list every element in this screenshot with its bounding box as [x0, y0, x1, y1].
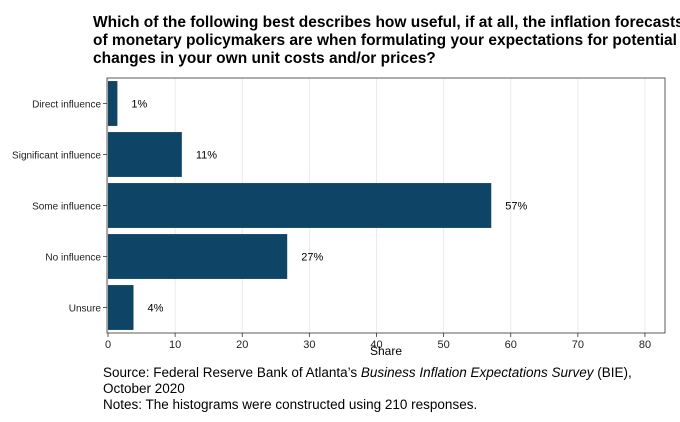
x-tick-label-3: 30 [303, 339, 315, 351]
x-tick-label-8: 80 [639, 339, 651, 351]
category-label-4: Unsure [69, 304, 102, 315]
survey-name: Business Inflation Expectations Survey [360, 365, 594, 380]
x-tick-label-6: 60 [505, 339, 517, 351]
bar-4 [108, 285, 134, 330]
title-line-2: of monetary policymakers are when formul… [93, 32, 677, 49]
category-label-3: No influence [45, 253, 101, 264]
bar-0 [108, 81, 118, 126]
x-tick-label-0: 0 [105, 339, 111, 351]
x-tick-label-1: 10 [169, 339, 181, 351]
source-prefix: Source: Federal Reserve Bank of Atlanta’… [103, 365, 361, 380]
data-label-0: 1% [131, 99, 147, 111]
bar-2 [108, 183, 492, 228]
x-axis-ticks: 0 10 20 30 40 50 60 70 80 [105, 333, 651, 351]
data-label-4: 4% [148, 303, 164, 315]
x-tick-label-2: 20 [236, 339, 248, 351]
data-label-1: 11% [196, 150, 217, 162]
notes-text: Notes: The histograms were constructed u… [103, 397, 478, 412]
category-label-0: Direct influence [32, 100, 101, 111]
x-tick-label-4: 40 [370, 339, 382, 351]
source-note: Source: Federal Reserve Bank of Atlanta’… [103, 365, 663, 413]
x-tick-label-7: 70 [572, 339, 584, 351]
chart-title: Which of the following best describes ho… [93, 14, 680, 68]
bar-chart: 1% 11% 57% 27% 4% Direct influence Significan… [12, 77, 666, 358]
category-label-1: Significant influence [12, 151, 101, 162]
data-label-2: 57% [505, 201, 527, 213]
x-axis-label: Share [370, 344, 402, 358]
category-labels: Direct influence Significant influence Som… [12, 100, 107, 315]
bars: 1% 11% 57% 27% 4% [108, 81, 527, 330]
source-suffix: (BIE), October 2020 [103, 365, 632, 396]
bar-1 [108, 132, 182, 177]
title-line-1: Which of the following best describes ho… [93, 14, 680, 31]
bar-3 [108, 234, 288, 279]
title-line-3: changes in your own unit costs and/or pr… [93, 50, 436, 67]
x-tick-label-5: 50 [437, 339, 449, 351]
category-label-2: Some influence [32, 202, 101, 213]
data-label-3: 27% [301, 252, 323, 264]
